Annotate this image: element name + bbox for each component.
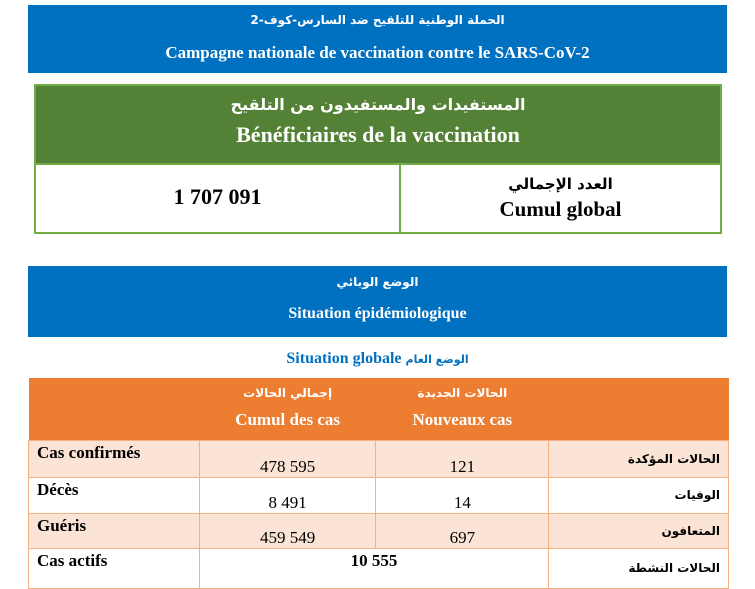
row-label-ar: الوفيات xyxy=(548,476,729,514)
row-label-fr: Cas actifs xyxy=(28,547,200,589)
subtitle-fr: Situation globale xyxy=(286,350,402,367)
header-new-ar: الحالات الجديدة xyxy=(417,386,508,400)
row-label-fr: Cas confirmés xyxy=(28,439,200,478)
header-new: الحالات الجديدة Nouveaux cas xyxy=(375,378,549,440)
header-cumul-ar: إجمالي الحالات xyxy=(243,386,333,400)
row-cumul: 8 491 xyxy=(198,476,377,514)
row-cumul: 478 595 xyxy=(198,439,377,478)
active-cases-value: 10 555 xyxy=(198,547,550,589)
row-new: 697 xyxy=(375,512,550,549)
row-cumul: 459 549 xyxy=(198,512,377,549)
table-row: Décès 8 491 14 الوفيات xyxy=(28,476,729,514)
header-cumul-fr: Cumul des cas xyxy=(235,410,341,429)
row-label-ar: الحالات النشطة xyxy=(548,547,729,589)
row-new: 14 xyxy=(375,476,550,514)
table-row: Cas actifs 10 555 الحالات النشطة xyxy=(28,547,729,589)
beneficiaries-value: 1 707 091 xyxy=(36,165,401,232)
row-label-ar: الحالات المؤكدة xyxy=(548,439,729,478)
header-cumul: إجمالي الحالات Cumul des cas xyxy=(199,378,376,440)
epidemio-banner: الوضع الوبائي Situation épidémiologique xyxy=(28,266,727,337)
epidemio-title-fr: Situation épidémiologique xyxy=(288,305,467,322)
cumul-label-fr: Cumul global xyxy=(499,197,622,221)
campaign-title-fr: Campagne nationale de vaccination contre… xyxy=(165,43,590,62)
beneficiaries-table: المستفيدات والمستفيدون من التلقيح Bénéfi… xyxy=(34,84,722,234)
subtitle-ar: الوضع العام xyxy=(405,353,469,366)
header-new-fr: Nouveaux cas xyxy=(412,410,513,429)
row-label-ar: المتعافون xyxy=(548,512,729,549)
beneficiaries-title-fr: Bénéficiaires de la vaccination xyxy=(236,122,520,147)
table-row: Cas confirmés 478 595 121 الحالات المؤكد… xyxy=(28,439,729,478)
epidemio-title-ar: الوضع الوبائي xyxy=(336,275,419,289)
row-new: 121 xyxy=(375,439,550,478)
cumul-label-ar: العدد الإجمالي xyxy=(508,175,613,193)
epidemio-table: إجمالي الحالات Cumul des cas الحالات الج… xyxy=(28,378,729,589)
campaign-banner: الحملة الوطنية للتلقيح ضد السارس-كوف-2 C… xyxy=(28,5,727,73)
beneficiaries-header: المستفيدات والمستفيدون من التلقيح Bénéfi… xyxy=(36,86,720,165)
beneficiaries-title-ar: المستفيدات والمستفيدون من التلقيح xyxy=(230,95,526,114)
situation-globale-heading: Situation globale الوضع العام xyxy=(0,350,755,368)
row-label-fr: Décès xyxy=(28,476,200,514)
campaign-title-ar: الحملة الوطنية للتلقيح ضد السارس-كوف-2 xyxy=(250,13,505,27)
table-row: Guéris 459 549 697 المتعافون xyxy=(28,512,729,549)
row-label-fr: Guéris xyxy=(28,512,200,549)
